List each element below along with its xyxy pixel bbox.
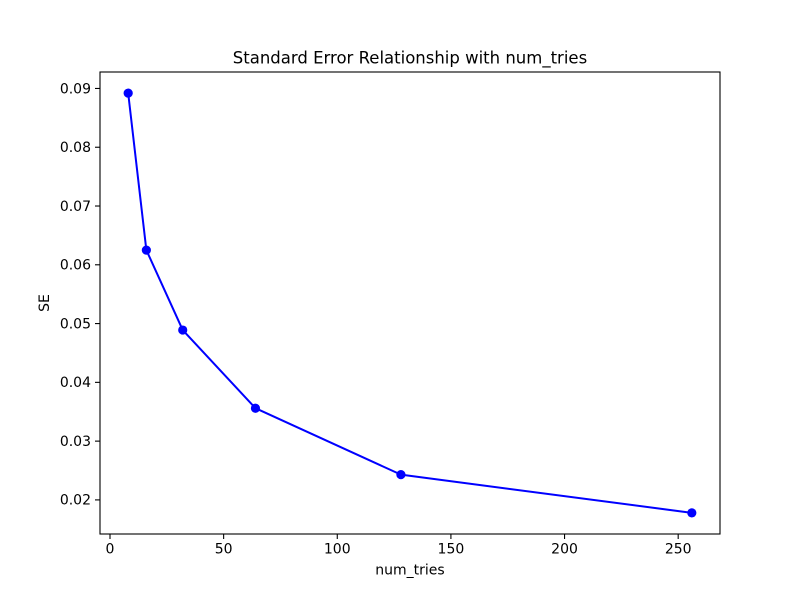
y-axis-label: SE bbox=[37, 294, 53, 312]
y-tick-label: 0.05 bbox=[60, 316, 91, 332]
data-point-marker bbox=[141, 245, 151, 255]
plot-border bbox=[99, 71, 721, 535]
chart-title: Standard Error Relationship with num_tri… bbox=[233, 49, 587, 69]
x-tick-label: 150 bbox=[438, 542, 465, 558]
x-axis-label: num_tries bbox=[375, 563, 444, 579]
y-tick-label: 0.06 bbox=[60, 258, 91, 274]
y-tick-label: 0.03 bbox=[60, 434, 91, 450]
y-tick-label: 0.09 bbox=[60, 81, 91, 97]
x-tick-label: 0 bbox=[106, 542, 115, 558]
y-tick-label: 0.07 bbox=[60, 199, 91, 215]
x-tick-label: 200 bbox=[551, 542, 578, 558]
y-tick-label: 0.02 bbox=[60, 493, 91, 509]
data-line bbox=[127, 92, 693, 514]
data-point-marker bbox=[123, 88, 133, 98]
plot-area: 0 50 100 150 200 250 0.02 0.03 0.04 0.05 0.06 0.07 0… bbox=[60, 71, 721, 558]
x-tick-label: 50 bbox=[215, 542, 233, 558]
x-tick-label: 250 bbox=[665, 542, 692, 558]
x-tick-label: 100 bbox=[324, 542, 351, 558]
y-tick-label: 0.04 bbox=[60, 375, 91, 391]
data-point-marker bbox=[396, 470, 406, 480]
y-tick-label: 0.08 bbox=[60, 140, 91, 156]
data-point-marker bbox=[250, 403, 261, 413]
data-point-marker bbox=[178, 325, 188, 335]
data-point-marker bbox=[687, 508, 697, 518]
